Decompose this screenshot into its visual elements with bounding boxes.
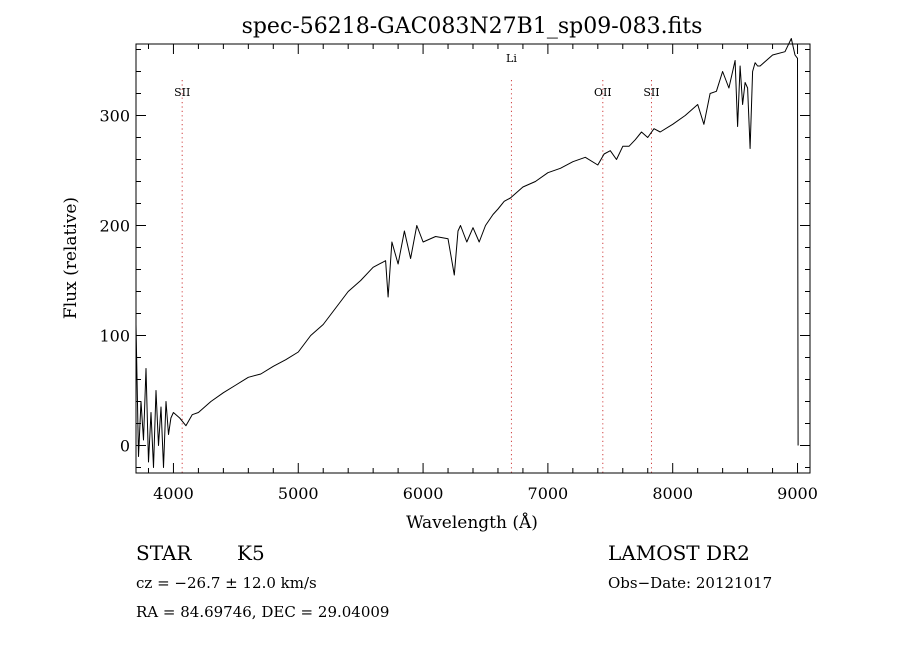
object-subclass: K5 — [237, 541, 265, 565]
y-axis-label: Flux (relative) — [61, 197, 81, 319]
plot-area: 4000 5000 6000 7000 8000 9000 0 100 200 300 SII Li O… — [99, 38, 818, 503]
x-tick-label: 9000 — [777, 484, 818, 503]
x-tick-label: 5000 — [278, 484, 319, 503]
x-tick-label: 7000 — [528, 484, 569, 503]
y-tick-label: 200 — [99, 217, 130, 236]
y-tick-label: 300 — [99, 107, 130, 126]
redshift-text: cz = −26.7 ± 12.0 km/s — [136, 574, 317, 592]
x-axis-label: Wavelength (Å) — [406, 512, 538, 533]
spectrum-line — [135, 38, 799, 468]
coordinates: RA = 84.69746, DEC = 29.04009 — [136, 603, 390, 621]
spectral-line-label: OII — [594, 86, 612, 99]
spectrum-chart: spec-56218-GAC083N27B1_sp09-083.fits 400… — [61, 14, 818, 533]
survey-name: LAMOST DR2 — [608, 541, 750, 565]
obs-date: Obs−Date: 20121017 — [608, 574, 773, 592]
plot-frame — [135, 43, 811, 474]
y-tick-label: 100 — [99, 327, 130, 346]
chart-title: spec-56218-GAC083N27B1_sp09-083.fits — [242, 14, 703, 39]
spectral-line-label: SII — [174, 86, 190, 99]
spectral-line-label: Li — [506, 52, 517, 65]
x-tick-label: 6000 — [403, 484, 444, 503]
x-tick-label: 4000 — [153, 484, 194, 503]
object-class: STAR — [136, 541, 192, 565]
x-tick-label: 8000 — [652, 484, 693, 503]
spectral-line-label: SII — [643, 86, 659, 99]
y-tick-label: 0 — [120, 437, 130, 456]
